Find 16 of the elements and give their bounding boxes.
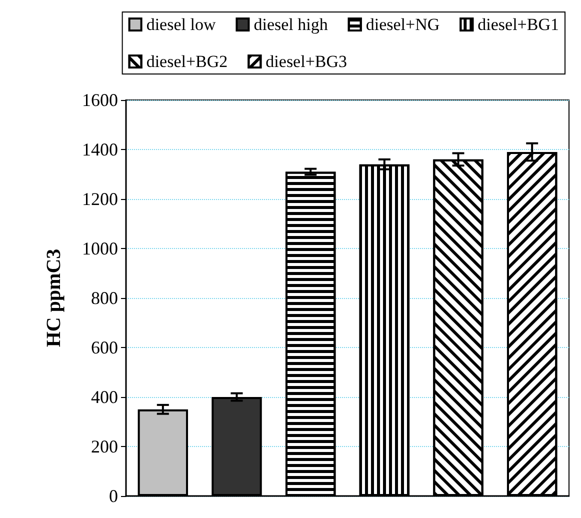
legend-label: diesel+BG1	[478, 15, 560, 34]
y-tick-label: 1000	[82, 238, 118, 258]
y-tick-label: 800	[91, 288, 118, 308]
legend-label: diesel high	[254, 15, 328, 34]
y-tick-label: 1600	[82, 90, 118, 110]
legend-label: diesel+NG	[366, 15, 440, 34]
y-tick-label: 0	[109, 486, 118, 506]
y-tick-label: 1200	[82, 189, 118, 209]
y-axis-title: HC ppmC3	[43, 248, 65, 348]
y-tick-label: 600	[91, 338, 118, 358]
legend-label: diesel+BG3	[266, 52, 348, 71]
legend-label: diesel low	[146, 15, 216, 34]
legend-label: diesel+BG2	[146, 52, 228, 71]
y-tick-label: 200	[91, 436, 118, 456]
y-tick-label: 1400	[82, 140, 118, 160]
y-tick-label: 400	[91, 387, 118, 407]
